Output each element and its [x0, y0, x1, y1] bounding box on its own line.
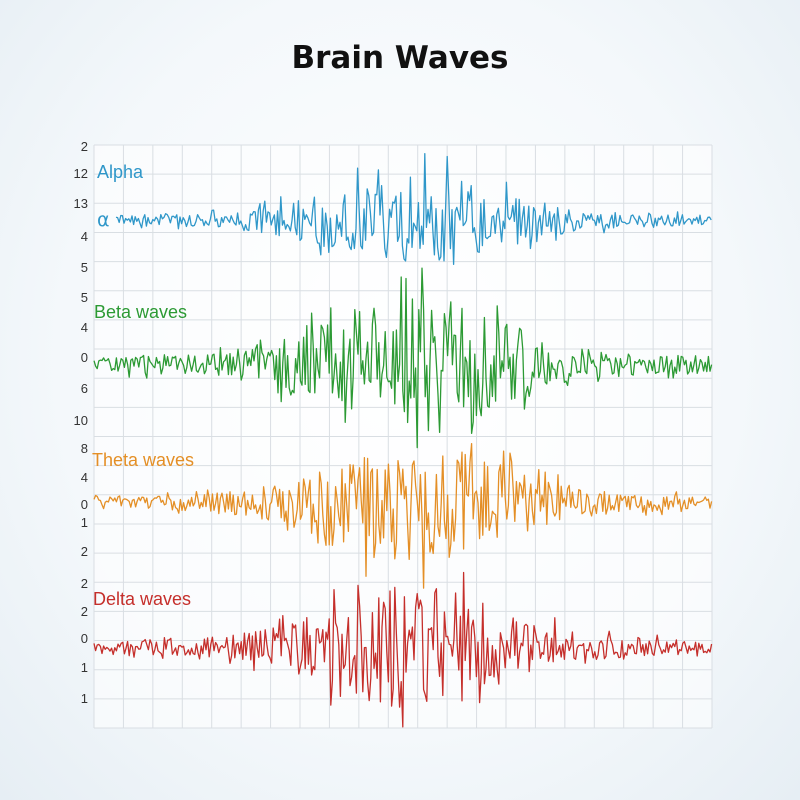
wave-series-line: [93, 442, 713, 589]
y-tick-label: 1: [81, 691, 88, 706]
y-tick-label: 12: [74, 166, 88, 181]
y-tick-label: 4: [81, 229, 88, 244]
wave-series-line: [115, 153, 712, 266]
y-tick-label: 1: [81, 515, 88, 530]
wave-series-line: [93, 267, 713, 449]
y-tick-label: 2: [81, 544, 88, 559]
y-tick-label: 4: [81, 470, 88, 485]
y-tick-label: 13: [74, 196, 88, 211]
y-tick-label: 10: [74, 413, 88, 428]
y-tick-label: 2: [81, 576, 88, 591]
y-tick-label: 1: [81, 660, 88, 675]
y-tick-label: 0: [81, 350, 88, 365]
wave-labels: Alpha α Beta waves Theta waves Delta waves: [92, 162, 194, 609]
series-label: Alpha: [97, 162, 144, 182]
y-tick-label: 2: [81, 604, 88, 619]
series-label: Delta waves: [93, 589, 191, 609]
series-label: Beta waves: [94, 302, 187, 322]
chart-grid: [93, 144, 713, 729]
y-tick-label: 0: [81, 631, 88, 646]
y-tick-label: 6: [81, 381, 88, 396]
chart-title: Brain Waves: [291, 40, 509, 76]
alpha-symbol: α: [97, 209, 110, 231]
y-tick-label: 4: [81, 320, 88, 335]
series-label: Theta waves: [92, 450, 194, 470]
y-tick-label: 8: [81, 441, 88, 456]
wave-series: [93, 153, 713, 728]
y-tick-label: 5: [81, 260, 88, 275]
y-tick-label: 5: [81, 290, 88, 305]
y-tick-label: 2: [81, 139, 88, 154]
wave-series-line: [93, 571, 713, 728]
y-tick-label: 0: [81, 497, 88, 512]
